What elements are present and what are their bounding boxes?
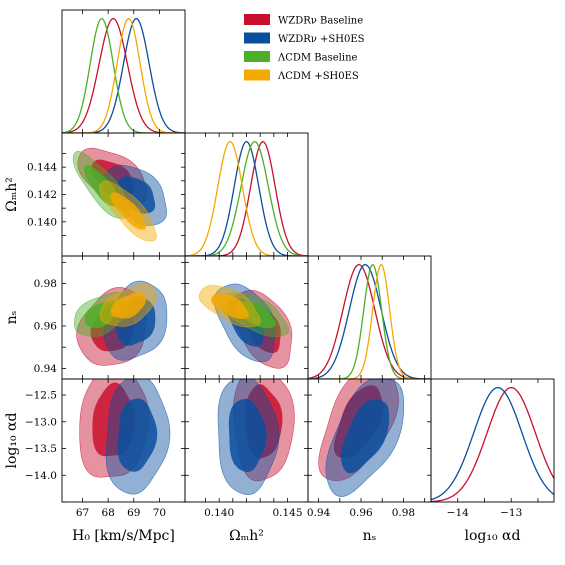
x-tick-label-ns: 0.98 bbox=[392, 507, 415, 519]
legend-label-wzdr-sh0es: WZDRν +SH0ES bbox=[278, 34, 365, 45]
panel-ns-logalpha bbox=[307, 378, 432, 503]
panel-omh2-omh2 bbox=[184, 132, 309, 257]
panel-omh2-logalpha bbox=[184, 378, 309, 503]
x-tick-label-omh2: 0.140 bbox=[204, 507, 234, 519]
x-tick-label-ns: 0.96 bbox=[349, 507, 373, 519]
contour-68-H0-omh2--cdm-sh0es bbox=[110, 192, 146, 230]
x-axis-label-H0: H₀ [km/s/Mpc] bbox=[72, 528, 175, 544]
y-tick-label-ns: 0.98 bbox=[34, 278, 57, 290]
x-tick-label-logalpha: −14 bbox=[447, 507, 469, 519]
x-tick-label-ns: 0.94 bbox=[307, 507, 331, 519]
x-axis-label-omh2: Ωₘh² bbox=[229, 528, 264, 544]
x-tick-label-logalpha: −13 bbox=[500, 507, 522, 519]
marginal-ns--cdm-sh0es bbox=[308, 264, 431, 379]
marginal-H0--cdm-baseline bbox=[62, 17, 185, 133]
panel-frame bbox=[184, 132, 309, 257]
panel-H0-H0 bbox=[61, 9, 186, 134]
x-tick-label-H0: 67 bbox=[76, 507, 89, 519]
legend: WZDRν Baseline WZDRν +SH0ES ΛCDM Baseline Λ… bbox=[244, 14, 365, 82]
legend-label-wzdr-baseline: WZDRν Baseline bbox=[278, 16, 363, 27]
contour-68-omh2-ns--cdm-sh0es bbox=[210, 293, 250, 319]
legend-swatch--cdm-baseline bbox=[244, 51, 270, 62]
legend-swatch-wzdr-baseline bbox=[244, 14, 270, 25]
marginal-ns-wzdr-baseline bbox=[308, 263, 431, 379]
legend-label--cdm-sh0es: ΛCDM +SH0ES bbox=[277, 71, 359, 82]
y-tick-label-logalpha: −13.0 bbox=[25, 416, 57, 428]
contour-68-H0-ns--cdm-sh0es bbox=[110, 292, 146, 319]
marginal-logalpha-wzdr-sh0es bbox=[431, 386, 554, 501]
panel-layer: 67 68 69 70 H₀ [km/s/Mpc] 0.140 0.145 Ωₘh² 0.94 0… bbox=[4, 9, 555, 544]
marginal-H0-wzdr-sh0es bbox=[62, 18, 185, 133]
x-axis-label-ns: nₛ bbox=[363, 528, 377, 544]
panel-H0-omh2 bbox=[61, 132, 186, 257]
panel-frame bbox=[430, 378, 555, 503]
y-axis-label-logalpha: log₁₀ αd bbox=[4, 412, 20, 468]
y-tick-label-ns: 0.96 bbox=[34, 320, 58, 332]
y-tick-label-logalpha: −14.0 bbox=[25, 470, 57, 482]
marginal-omh2--cdm-sh0es bbox=[185, 140, 308, 256]
panel-ns-ns bbox=[307, 255, 432, 380]
x-tick-label-H0: 69 bbox=[127, 507, 140, 519]
marginal-H0-wzdr-baseline bbox=[62, 17, 185, 133]
panel-H0-logalpha bbox=[61, 378, 186, 503]
contour-68-H0-omh2-wzdr-sh0es bbox=[115, 176, 156, 214]
marginal-H0--cdm-sh0es bbox=[62, 17, 185, 133]
panel-omh2-ns bbox=[184, 255, 309, 380]
x-tick-label-H0: 70 bbox=[153, 507, 166, 519]
x-tick-label-H0: 68 bbox=[101, 507, 114, 519]
legend-swatch-wzdr-sh0es bbox=[244, 32, 270, 44]
y-tick-label-omh2: 0.144 bbox=[27, 162, 57, 174]
y-tick-label-omh2: 0.142 bbox=[27, 189, 57, 201]
y-axis-label-omh2: Ωₘh² bbox=[4, 177, 20, 212]
x-tick-label-omh2: 0.145 bbox=[272, 507, 302, 519]
panel-H0-ns bbox=[61, 255, 186, 380]
y-axis-label-ns: nₛ bbox=[4, 310, 20, 324]
marginal-ns-wzdr-sh0es bbox=[308, 263, 431, 379]
legend-label--cdm-baseline: ΛCDM Baseline bbox=[277, 53, 358, 64]
marginal-omh2--cdm-baseline bbox=[185, 140, 308, 256]
panel-logalpha-logalpha bbox=[430, 378, 555, 503]
legend-swatch--cdm-sh0es bbox=[244, 69, 270, 81]
contour-68-ns-logalpha-wzdr-sh0es bbox=[340, 399, 390, 474]
contour-68-omh2-logalpha-wzdr-sh0es bbox=[228, 398, 267, 473]
x-axis-label-logalpha: log₁₀ αd bbox=[465, 528, 521, 544]
marginal-ns--cdm-baseline bbox=[308, 263, 431, 379]
y-tick-label-logalpha: −13.5 bbox=[25, 443, 57, 455]
contour-68-H0-omh2--cdm-baseline bbox=[84, 164, 120, 207]
y-tick-label-logalpha: −12.5 bbox=[25, 390, 57, 402]
y-tick-label-omh2: 0.140 bbox=[27, 216, 57, 228]
contour-68-H0-logalpha-wzdr-sh0es bbox=[117, 398, 158, 472]
y-tick-label-ns: 0.94 bbox=[34, 363, 58, 375]
marginal-logalpha-wzdr-baseline bbox=[431, 386, 554, 502]
contour-68-H0-ns--cdm-baseline bbox=[84, 300, 120, 329]
